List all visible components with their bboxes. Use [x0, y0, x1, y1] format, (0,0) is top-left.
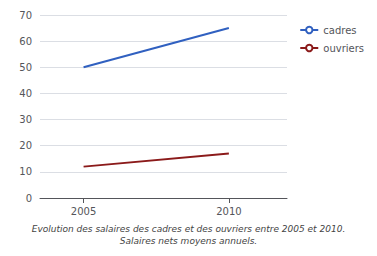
- svg-text:70: 70: [19, 10, 32, 21]
- svg-text:2010: 2010: [216, 206, 241, 217]
- svg-text:40: 40: [19, 88, 32, 99]
- svg-text:2005: 2005: [71, 206, 96, 217]
- svg-text:cadres: cadres: [323, 25, 356, 36]
- svg-text:50: 50: [19, 62, 32, 73]
- svg-text:20: 20: [19, 140, 32, 151]
- svg-text:0: 0: [26, 193, 32, 204]
- svg-text:60: 60: [19, 36, 32, 47]
- svg-text:10: 10: [19, 166, 32, 177]
- svg-text:ouvriers: ouvriers: [323, 43, 364, 54]
- svg-text:Salaires nets moyens annuels.: Salaires nets moyens annuels.: [120, 236, 257, 246]
- svg-text:30: 30: [19, 114, 32, 125]
- svg-text:Evolution des salaires des cad: Evolution des salaires des cadres et des…: [32, 224, 345, 234]
